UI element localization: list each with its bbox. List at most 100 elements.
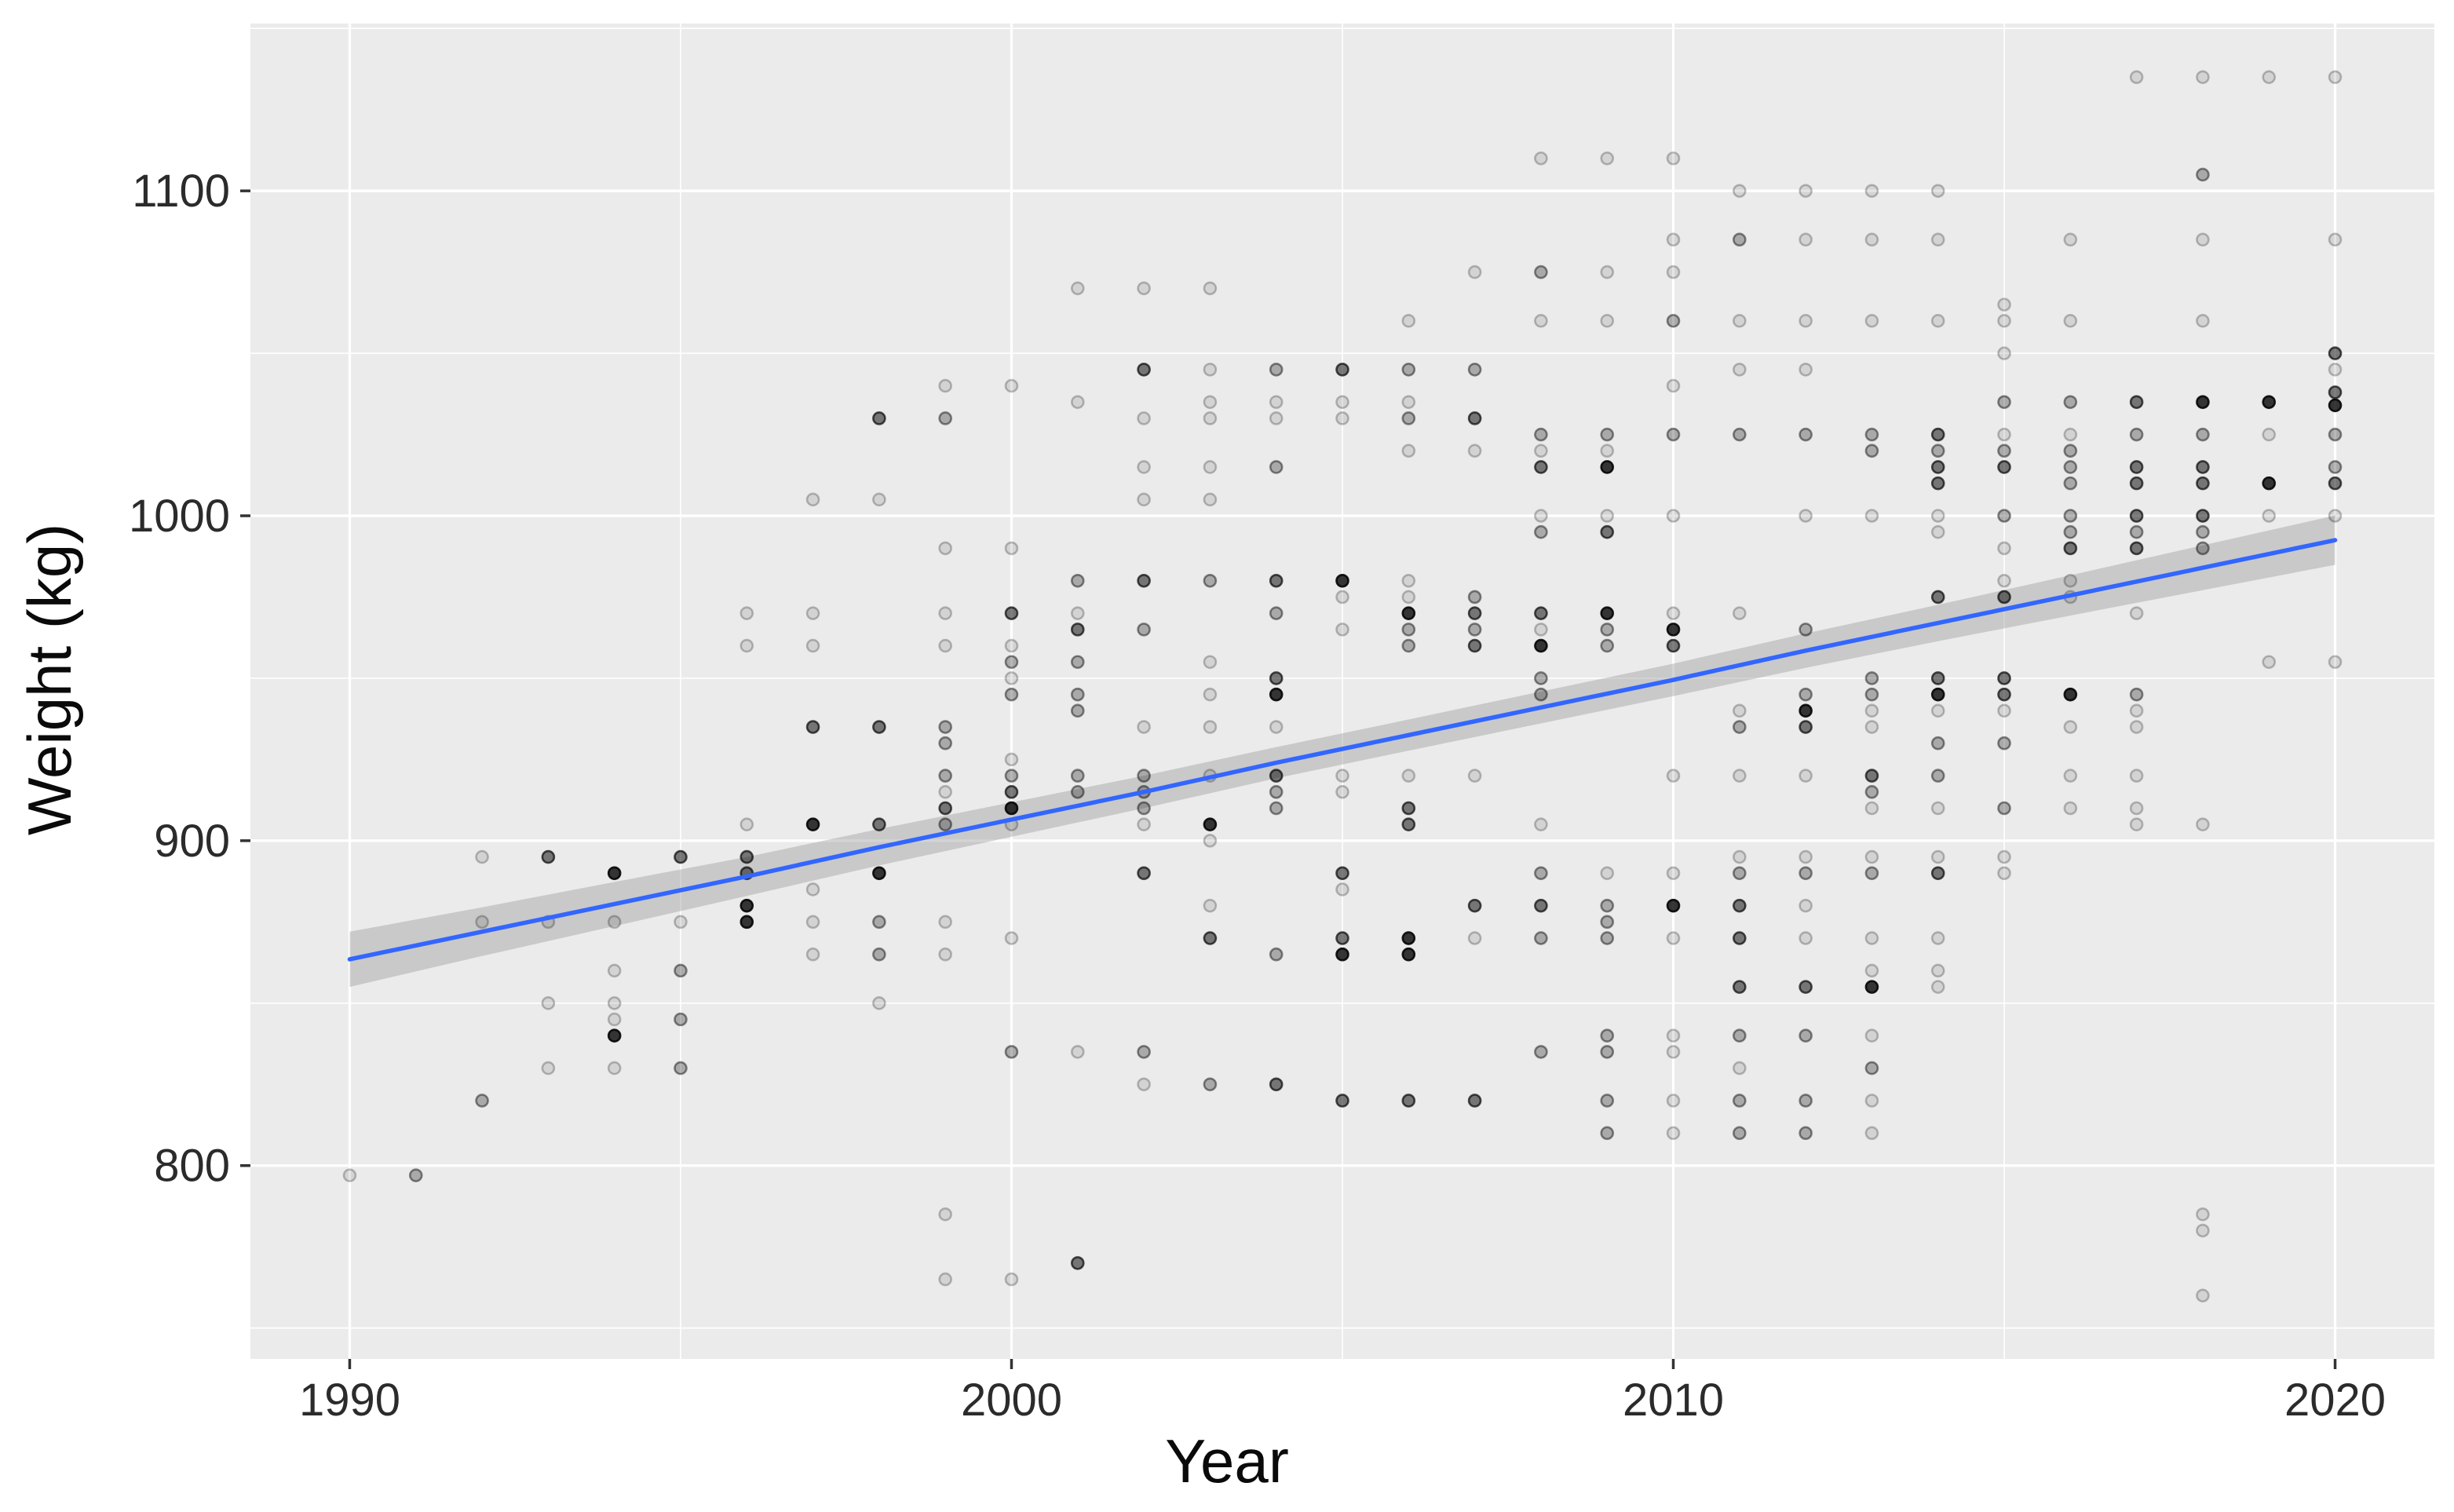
data-point: [1799, 720, 1813, 734]
data-point: [1997, 687, 2011, 702]
data-point: [1534, 898, 1548, 913]
data-point: [2129, 687, 2144, 702]
data-point: [2063, 524, 2078, 539]
data-point: [1600, 427, 1615, 442]
data-point: [1930, 524, 1945, 539]
data-point: [1335, 931, 1349, 945]
data-point: [1799, 232, 1813, 247]
data-point: [1335, 882, 1349, 897]
data-point: [1666, 606, 1681, 620]
data-point: [1137, 1045, 1151, 1059]
data-point: [1864, 849, 1879, 864]
data-point: [938, 784, 952, 799]
data-point: [938, 915, 952, 929]
data-point: [1401, 623, 1416, 637]
data-point: [2063, 509, 2078, 523]
data-point: [1864, 784, 1879, 799]
data-point: [938, 606, 952, 620]
data-point: [1600, 638, 1615, 653]
data-point: [1401, 817, 1416, 831]
data-point: [674, 963, 688, 978]
data-point: [1997, 849, 2011, 864]
data-point: [2063, 395, 2078, 409]
data-point: [1799, 509, 1813, 523]
data-point: [1733, 898, 1747, 913]
data-point: [2328, 346, 2343, 360]
data-point: [1203, 573, 1218, 588]
data-point: [1733, 931, 1747, 945]
data-point: [1997, 298, 2011, 312]
data-point: [1070, 655, 1085, 670]
data-point: [1799, 313, 1813, 328]
data-point: [1997, 703, 2011, 718]
data-point: [1733, 1126, 1747, 1141]
data-point: [938, 638, 952, 653]
data-point: [938, 817, 952, 831]
data-point: [1401, 395, 1416, 409]
data-point: [1997, 460, 2011, 474]
data-point: [1930, 980, 1945, 994]
data-point: [1733, 362, 1747, 377]
data-point: [1335, 769, 1349, 783]
data-point: [1467, 638, 1482, 653]
data-point: [1137, 460, 1151, 474]
data-point: [607, 996, 622, 1010]
data-point: [1534, 509, 1548, 523]
data-point: [872, 492, 886, 507]
data-point: [2328, 70, 2343, 85]
data-point: [1666, 151, 1681, 166]
data-point: [1864, 769, 1879, 783]
data-point: [2328, 232, 2343, 247]
data-point: [1733, 720, 1747, 734]
data-point: [1534, 623, 1548, 637]
data-point: [1666, 623, 1681, 637]
y-tick-label: 1100: [132, 166, 230, 217]
data-point: [1269, 769, 1284, 783]
data-point: [1997, 444, 2011, 458]
data-point: [541, 996, 556, 1010]
data-point: [1864, 980, 1879, 994]
data-point: [1335, 1094, 1349, 1108]
data-point: [1997, 427, 2011, 442]
data-point: [1997, 590, 2011, 604]
data-point: [2196, 232, 2210, 247]
data-point: [1203, 460, 1218, 474]
data-point: [1401, 411, 1416, 425]
data-point: [1733, 427, 1747, 442]
data-point: [1600, 915, 1615, 929]
data-point: [1733, 703, 1747, 718]
data-point: [475, 1094, 489, 1108]
data-point: [1203, 655, 1218, 670]
data-point: [938, 720, 952, 734]
data-point: [739, 817, 754, 831]
data-point: [1004, 687, 1019, 702]
data-point: [2196, 509, 2210, 523]
data-point: [1930, 184, 1945, 198]
data-point: [1137, 1077, 1151, 1092]
data-point: [1401, 638, 1416, 653]
data-point: [1004, 541, 1019, 556]
data-point: [1864, 184, 1879, 198]
data-point: [872, 996, 886, 1010]
data-point: [1997, 801, 2011, 816]
data-point: [1799, 980, 1813, 994]
data-point: [1534, 817, 1548, 831]
data-point: [1203, 411, 1218, 425]
data-point: [1004, 606, 1019, 620]
data-point: [938, 378, 952, 393]
data-point: [1401, 590, 1416, 604]
data-point: [1666, 427, 1681, 442]
data-point: [1930, 963, 1945, 978]
data-point: [2063, 573, 2078, 588]
data-point: [342, 1168, 357, 1182]
data-point: [1137, 769, 1151, 783]
data-point: [2063, 427, 2078, 442]
data-point: [2262, 70, 2277, 85]
data-point: [1137, 411, 1151, 425]
data-point: [2262, 476, 2277, 491]
data-point: [872, 866, 886, 881]
data-point: [1997, 395, 2011, 409]
data-point: [1600, 460, 1615, 474]
